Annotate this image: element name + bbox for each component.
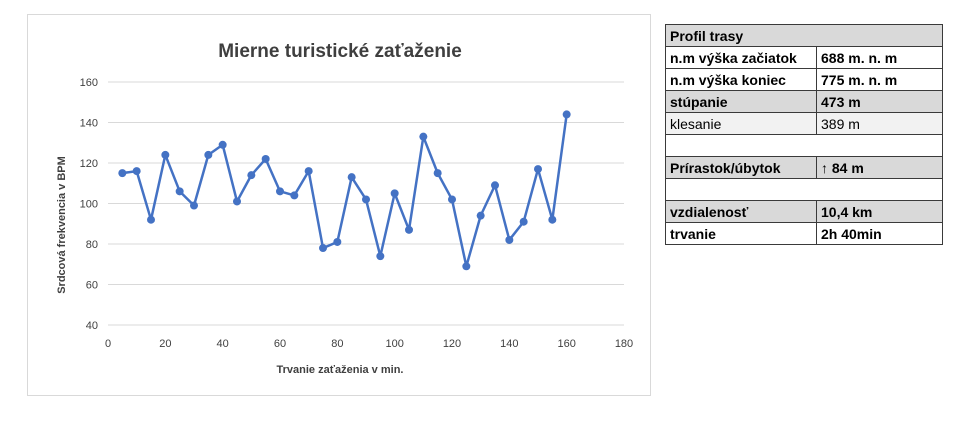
y-tick-label: 160	[80, 77, 98, 89]
data-point	[132, 167, 141, 176]
y-axis-title: Srdcová frekvencia v BPM	[56, 156, 68, 294]
row-value: 389 m	[815, 112, 944, 135]
row-value: 688 m. n. m	[815, 46, 944, 69]
series-line	[122, 114, 568, 268]
heart-rate-chart: Mierne turistické zaťaženie 40 60 80 100 120…	[27, 14, 651, 396]
data-point	[218, 140, 227, 149]
data-point	[290, 191, 299, 200]
row-label: n.m výška koniec	[665, 68, 817, 91]
data-point	[247, 171, 256, 180]
data-point	[376, 252, 385, 261]
x-tick-label: 100	[385, 338, 403, 350]
data-point	[319, 244, 327, 253]
y-tick-label: 80	[86, 239, 98, 251]
row-label: stúpanie	[665, 90, 817, 113]
data-point	[390, 189, 399, 198]
x-tick-label: 60	[274, 338, 286, 350]
table-row-duration: trvanie 2h 40min	[665, 222, 944, 245]
data-point	[419, 132, 428, 141]
y-tick-label: 60	[86, 280, 98, 292]
row-value: 473 m	[815, 90, 944, 113]
data-point	[448, 195, 456, 204]
x-tick-label: 120	[443, 338, 461, 350]
row-value: ↑ 84 m	[815, 156, 944, 179]
x-tick-label: 20	[159, 338, 171, 350]
data-point	[261, 154, 270, 163]
y-tick-label: 100	[80, 199, 98, 211]
data-point	[233, 197, 241, 206]
row-value: 775 m. n. m	[815, 68, 944, 91]
chart-title: Mierne turistické zaťaženie	[218, 41, 462, 62]
table-row-start-altitude: n.m výška začiatok 688 m. n. m	[665, 46, 944, 69]
row-value: 2h 40min	[815, 222, 944, 245]
data-point	[362, 195, 370, 204]
data-point	[333, 237, 342, 246]
x-tick-label: 140	[500, 338, 518, 350]
x-tick-label: 180	[615, 338, 633, 350]
data-point	[118, 169, 127, 178]
data-point	[476, 211, 485, 220]
table-spacer-row	[664, 134, 944, 157]
y-axis-ticks: 40 60 80 100 120 140 160	[80, 77, 98, 332]
empty-cell	[664, 178, 944, 201]
table-row-descent: klesanie 389 m	[665, 112, 944, 135]
data-point	[505, 235, 514, 244]
row-label: Prírastok/úbytok	[665, 156, 817, 179]
data-point	[519, 217, 528, 226]
data-point	[562, 110, 571, 119]
data-point	[304, 167, 313, 176]
data-point	[433, 169, 442, 178]
empty-cell	[664, 134, 944, 157]
x-axis-title: Trvanie zaťaženia v min.	[277, 364, 404, 376]
data-point	[204, 150, 213, 159]
table-row-gain: Prírastok/úbytok ↑ 84 m	[665, 156, 944, 179]
data-point	[491, 181, 499, 190]
x-tick-label: 160	[557, 338, 575, 350]
row-label: klesanie	[665, 112, 817, 135]
data-point	[462, 262, 471, 271]
data-point	[276, 187, 284, 196]
y-tick-label: 140	[80, 118, 98, 130]
data-point	[405, 225, 413, 234]
series-heart-rate	[118, 110, 571, 271]
data-point	[534, 165, 542, 174]
y-tick-label: 40	[86, 320, 98, 332]
data-point	[175, 187, 184, 196]
x-axis-ticks: 0 20 40 60 80 100 120 140 160 180	[105, 338, 633, 350]
chart-canvas: Mierne turistické zaťaženie 40 60 80 100 120…	[56, 41, 633, 376]
table-header-row: Profil trasy	[664, 24, 944, 47]
x-tick-label: 80	[331, 338, 343, 350]
data-point	[161, 150, 170, 159]
table-header: Profil trasy	[664, 24, 944, 47]
data-point	[190, 201, 198, 210]
row-value: 10,4 km	[815, 200, 944, 223]
y-tick-label: 120	[80, 158, 98, 170]
data-point	[347, 173, 356, 182]
data-point	[147, 215, 155, 224]
data-point	[548, 215, 557, 224]
row-label: n.m výška začiatok	[665, 46, 817, 69]
route-profile-table: Profil trasy n.m výška začiatok 688 m. n…	[664, 24, 944, 245]
table-row-distance: vzdialenosť 10,4 km	[665, 200, 944, 223]
row-label: trvanie	[665, 222, 817, 245]
table-spacer-row	[664, 178, 944, 201]
row-label: vzdialenosť	[665, 200, 817, 223]
x-tick-label: 0	[105, 338, 111, 350]
table-row-ascent: stúpanie 473 m	[665, 90, 944, 113]
x-tick-label: 40	[217, 338, 229, 350]
table-row-end-altitude: n.m výška koniec 775 m. n. m	[665, 68, 944, 91]
